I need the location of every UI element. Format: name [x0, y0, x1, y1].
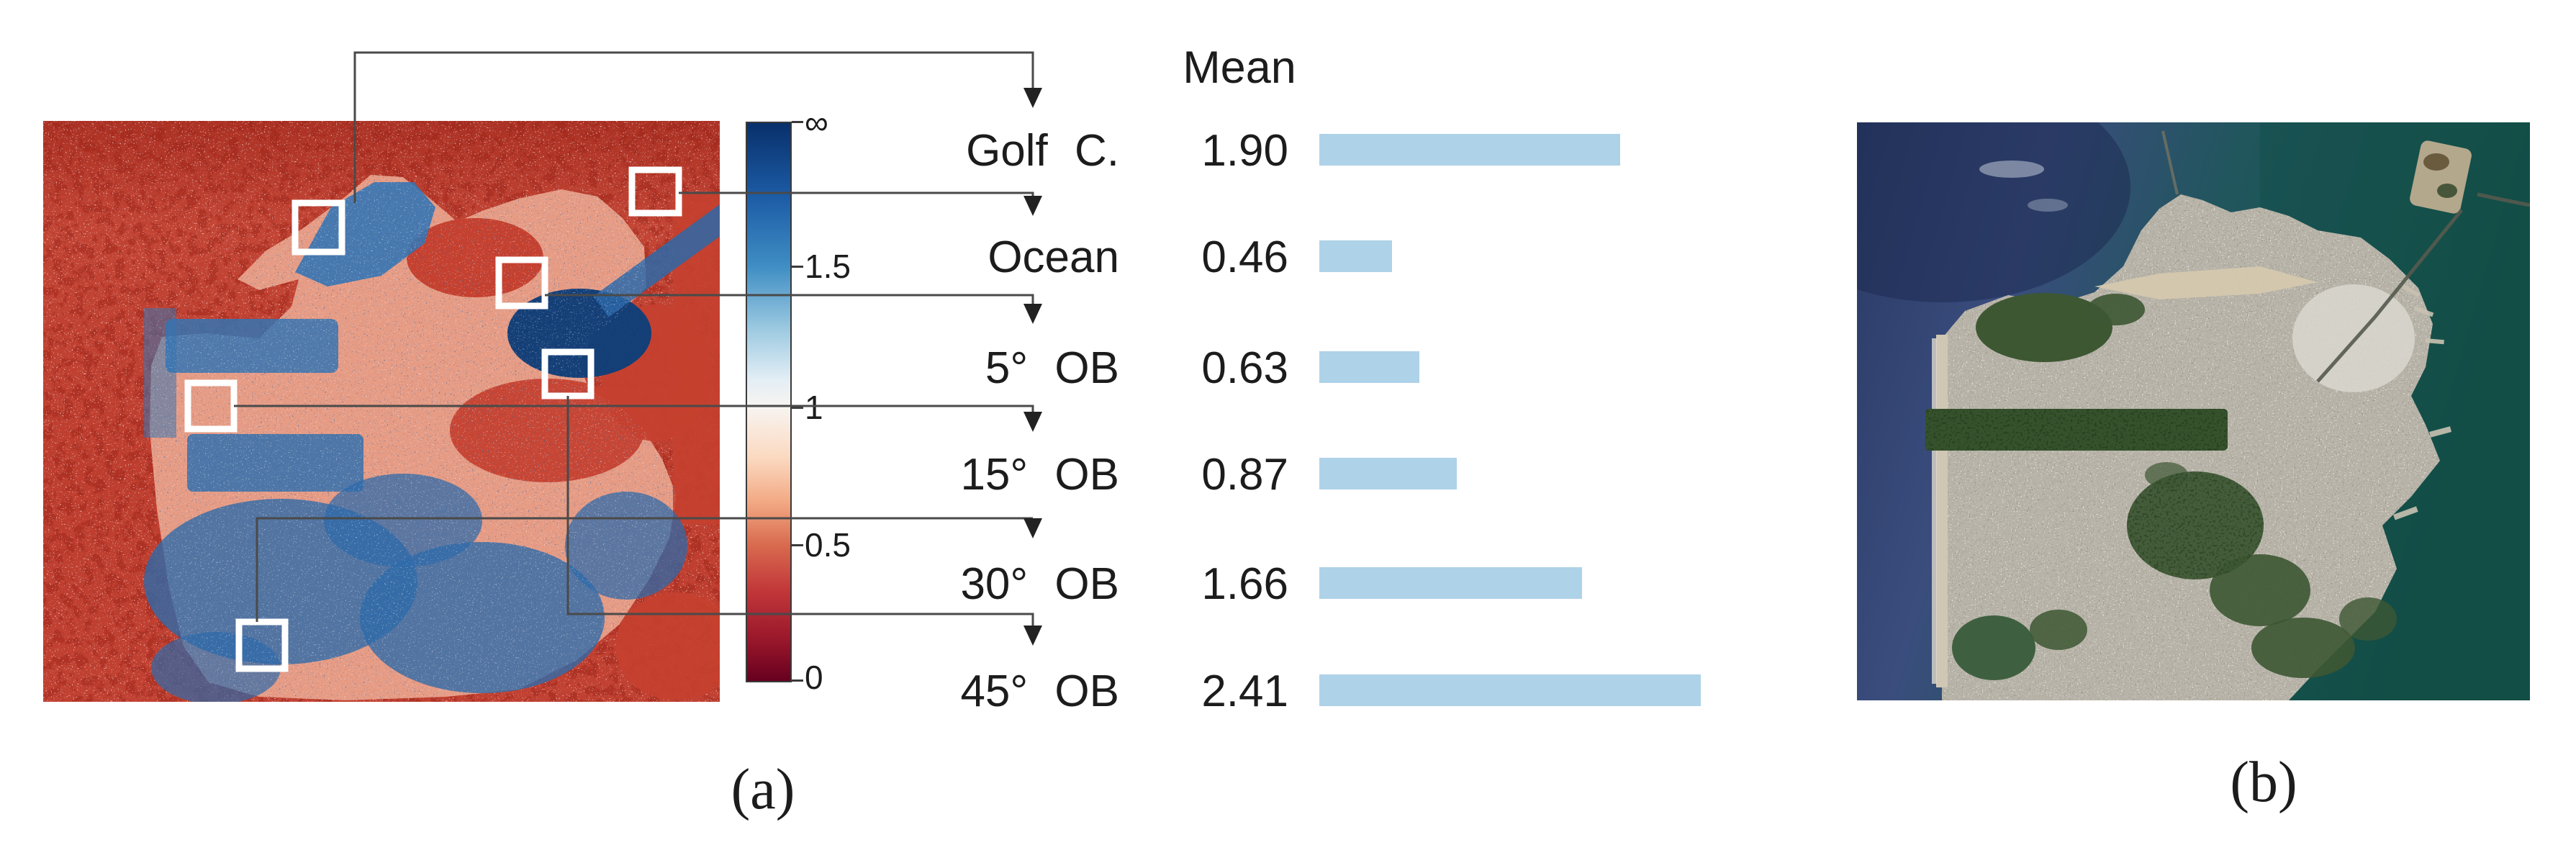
colorbar-tick — [792, 266, 803, 268]
bar-45-ob — [1319, 674, 1701, 706]
row-label-golf-c: Golf C. — [966, 126, 1119, 176]
bar-5-ob — [1319, 351, 1419, 383]
ratio-colorbar — [746, 122, 792, 682]
row-value-15-ob: 0.87 — [1201, 450, 1288, 500]
sat-ocean-shadow — [1857, 122, 2130, 302]
roi-box-golf-c — [292, 199, 345, 256]
sat-bay-bridge — [2316, 209, 2463, 383]
sar-ratio-map — [43, 121, 720, 702]
roi-box-5-ob — [495, 256, 548, 310]
sat-bay-bridge-east — [2477, 192, 2530, 207]
leader-ocean — [679, 191, 1034, 197]
colorbar-label-1-5: 1.5 — [805, 248, 851, 285]
satellite-image — [1857, 122, 2530, 700]
colorbar-tick — [792, 407, 803, 409]
colorbar-tick — [792, 121, 803, 123]
row-label-30-ob: 30° OB — [960, 559, 1119, 609]
row-value-ocean: 0.46 — [1201, 232, 1288, 282]
bar-30-ob — [1319, 567, 1582, 599]
row-label-45-ob: 45° OB — [960, 667, 1119, 716]
colorbar-tick — [792, 679, 803, 682]
sat-surf-line — [1932, 338, 1937, 684]
leader-30-ob — [256, 517, 1033, 622]
panel-b: (b) — [1727, 0, 2576, 858]
leader-arrowheads — [1023, 88, 1042, 646]
sat-piers — [2393, 284, 2452, 520]
row-value-45-ob: 2.41 — [1201, 667, 1288, 716]
bar-ocean — [1319, 240, 1392, 272]
colorbar-tick — [792, 544, 803, 546]
caption-a: (a) — [731, 758, 795, 821]
leader-golf-c — [353, 51, 1034, 203]
sat-ocean-beach — [1936, 335, 1948, 687]
row-value-5-ob: 0.63 — [1201, 343, 1288, 393]
row-label-5-ob: 5° OB — [985, 343, 1119, 393]
row-value-30-ob: 1.66 — [1201, 559, 1288, 609]
row-label-ocean: Ocean — [988, 232, 1119, 282]
leader-15-ob — [234, 405, 1034, 413]
roi-box-30-ob — [235, 618, 289, 672]
sat-treasure-island — [2410, 140, 2472, 214]
sat-green-texture — [1925, 409, 2264, 579]
bar-golf-c — [1319, 134, 1620, 166]
sat-ocean-wisp — [2028, 199, 2068, 212]
bar-15-ob — [1319, 458, 1457, 489]
colorbar-label-inf: ∞ — [805, 104, 828, 141]
leader-45-ob — [566, 396, 1034, 626]
leader-5-ob — [545, 294, 1034, 305]
caption-b: (b) — [2230, 751, 2297, 814]
chart-title-mean: Mean — [1183, 42, 1296, 93]
row-label-15-ob: 15° OB — [960, 450, 1119, 500]
row-value-golf-c: 1.90 — [1201, 126, 1288, 176]
colorbar-label-1: 1 — [805, 389, 823, 426]
sat-north-beach — [2094, 266, 2318, 299]
sat-ocean-wisp — [1979, 161, 2044, 178]
colorbar-label-0-5: 0.5 — [805, 526, 851, 564]
sat-golden-gate-bridge — [2161, 130, 2179, 195]
panel-a: ∞ 1.5 1 0.5 0 Mean Golf C. 1.90 Ocean 0.… — [43, 42, 1701, 821]
roi-box-ocean — [628, 166, 682, 217]
roi-boxes — [184, 166, 682, 672]
colorbar-label-0: 0 — [805, 659, 823, 696]
